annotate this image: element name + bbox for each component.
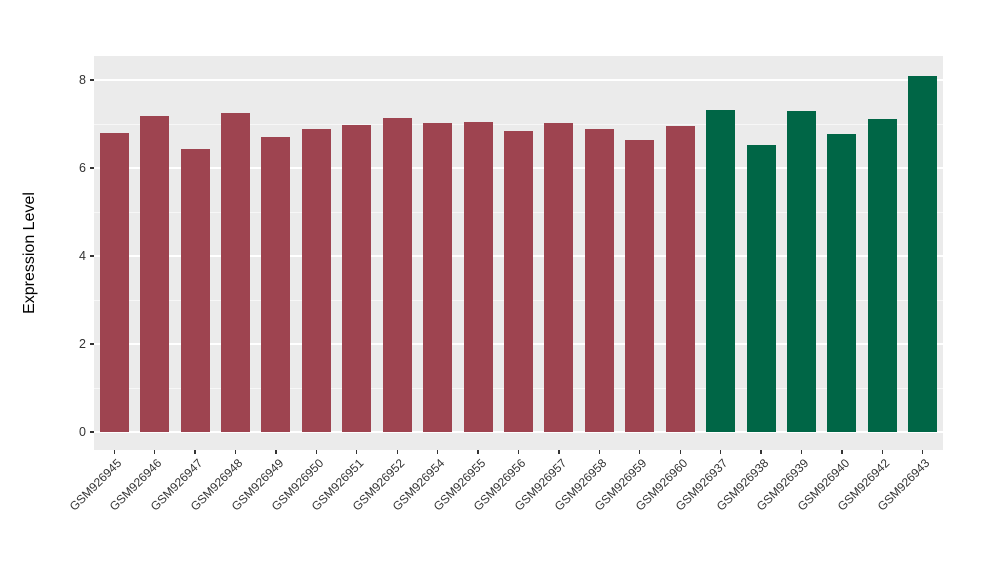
y-tick-label-2: 2	[79, 337, 86, 351]
x-tick-GSM926952	[396, 450, 398, 454]
bar-GSM926942	[867, 119, 897, 432]
y-tick-0	[90, 431, 94, 433]
y-tick-label-8: 8	[79, 73, 86, 87]
bar-GSM926954	[423, 122, 453, 432]
x-tick-GSM926949	[275, 450, 277, 454]
y-tick-label-6: 6	[79, 161, 86, 175]
x-tick-GSM926942	[881, 450, 883, 454]
x-tick-GSM926960	[679, 450, 681, 454]
y-tick-4	[90, 255, 94, 257]
x-tick-GSM926958	[598, 450, 600, 454]
bar-GSM926960	[665, 126, 695, 432]
bar-GSM926945	[99, 132, 129, 432]
x-tick-GSM926956	[517, 450, 520, 454]
bar-GSM926947	[180, 149, 210, 432]
gridline-major-y-8	[94, 79, 943, 81]
gridline-major-y-0	[94, 431, 943, 433]
bar-GSM926939	[787, 110, 816, 432]
x-tick-GSM926939	[800, 450, 803, 454]
x-tick-GSM926954	[437, 450, 439, 454]
y-tick-2	[90, 343, 94, 345]
x-tick-GSM926938	[760, 450, 762, 454]
bar-GSM926940	[827, 133, 857, 432]
bar-GSM926957	[544, 123, 574, 432]
bar-GSM926943	[908, 75, 938, 432]
bar-GSM926946	[140, 116, 170, 432]
x-tick-GSM926947	[194, 450, 196, 454]
x-tick-GSM926951	[356, 450, 358, 454]
bar-GSM926955	[463, 121, 493, 432]
x-tick-GSM926940	[841, 450, 843, 454]
bar-GSM926958	[584, 129, 614, 432]
x-tick-GSM926950	[315, 450, 317, 454]
bar-GSM926956	[504, 131, 533, 432]
y-tick-6	[90, 167, 94, 169]
bar-GSM926949	[261, 136, 291, 432]
y-tick-label-0: 0	[79, 425, 86, 439]
x-tick-GSM926948	[234, 450, 237, 454]
bar-GSM926938	[746, 145, 776, 432]
x-tick-GSM926943	[922, 450, 924, 454]
bar-GSM926951	[342, 124, 372, 432]
x-tick-GSM926937	[720, 450, 722, 454]
x-tick-GSM926945	[113, 450, 115, 454]
x-tick-GSM926955	[477, 450, 479, 454]
x-tick-GSM926957	[558, 450, 560, 454]
bar-GSM926937	[706, 109, 736, 432]
y-tick-label-4: 4	[79, 249, 86, 263]
plot-panel	[94, 56, 943, 450]
bar-GSM926959	[625, 139, 655, 432]
bar-GSM926948	[221, 113, 250, 432]
bar-GSM926952	[382, 118, 412, 432]
x-tick-GSM926959	[639, 450, 641, 454]
bar-GSM926950	[301, 129, 331, 432]
x-tick-GSM926946	[154, 450, 156, 454]
gridline-minor-y-7	[94, 123, 943, 125]
y-tick-8	[90, 79, 94, 81]
